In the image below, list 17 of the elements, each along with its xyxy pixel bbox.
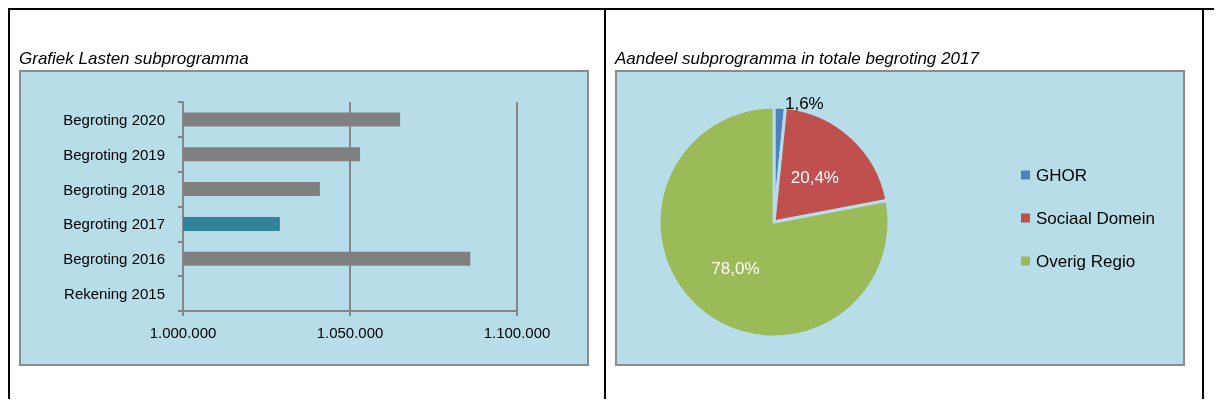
y-tick-label: Begroting 2016: [63, 250, 165, 268]
data-label: 20,4%: [790, 167, 839, 187]
chart-title: Grafiek Lasten subprogramma: [19, 48, 250, 70]
y-tick-label: Begroting 2019: [63, 145, 165, 163]
legend-label: GHOR: [1036, 165, 1087, 185]
y-tick-label: Rekening 2015: [64, 285, 165, 303]
x-tick-label: 1.050.000: [316, 324, 384, 341]
y-tick-label: Begroting 2017: [63, 215, 165, 233]
chart-title: Aandeel subprogramma in totale begroting 2017: [615, 48, 981, 70]
legend-label: Sociaal Domein: [1036, 208, 1156, 228]
legend-label: Overig Regio: [1036, 251, 1136, 271]
y-tick-label: Begroting 2018: [63, 180, 165, 198]
y-tick-label: Begroting 2020: [63, 110, 165, 128]
data-label: 1,6%: [784, 93, 824, 113]
x-tick-label: 1.000.000: [149, 324, 217, 341]
x-tick-label: 1.100.000: [483, 324, 551, 341]
data-label: 78,0%: [711, 259, 760, 279]
